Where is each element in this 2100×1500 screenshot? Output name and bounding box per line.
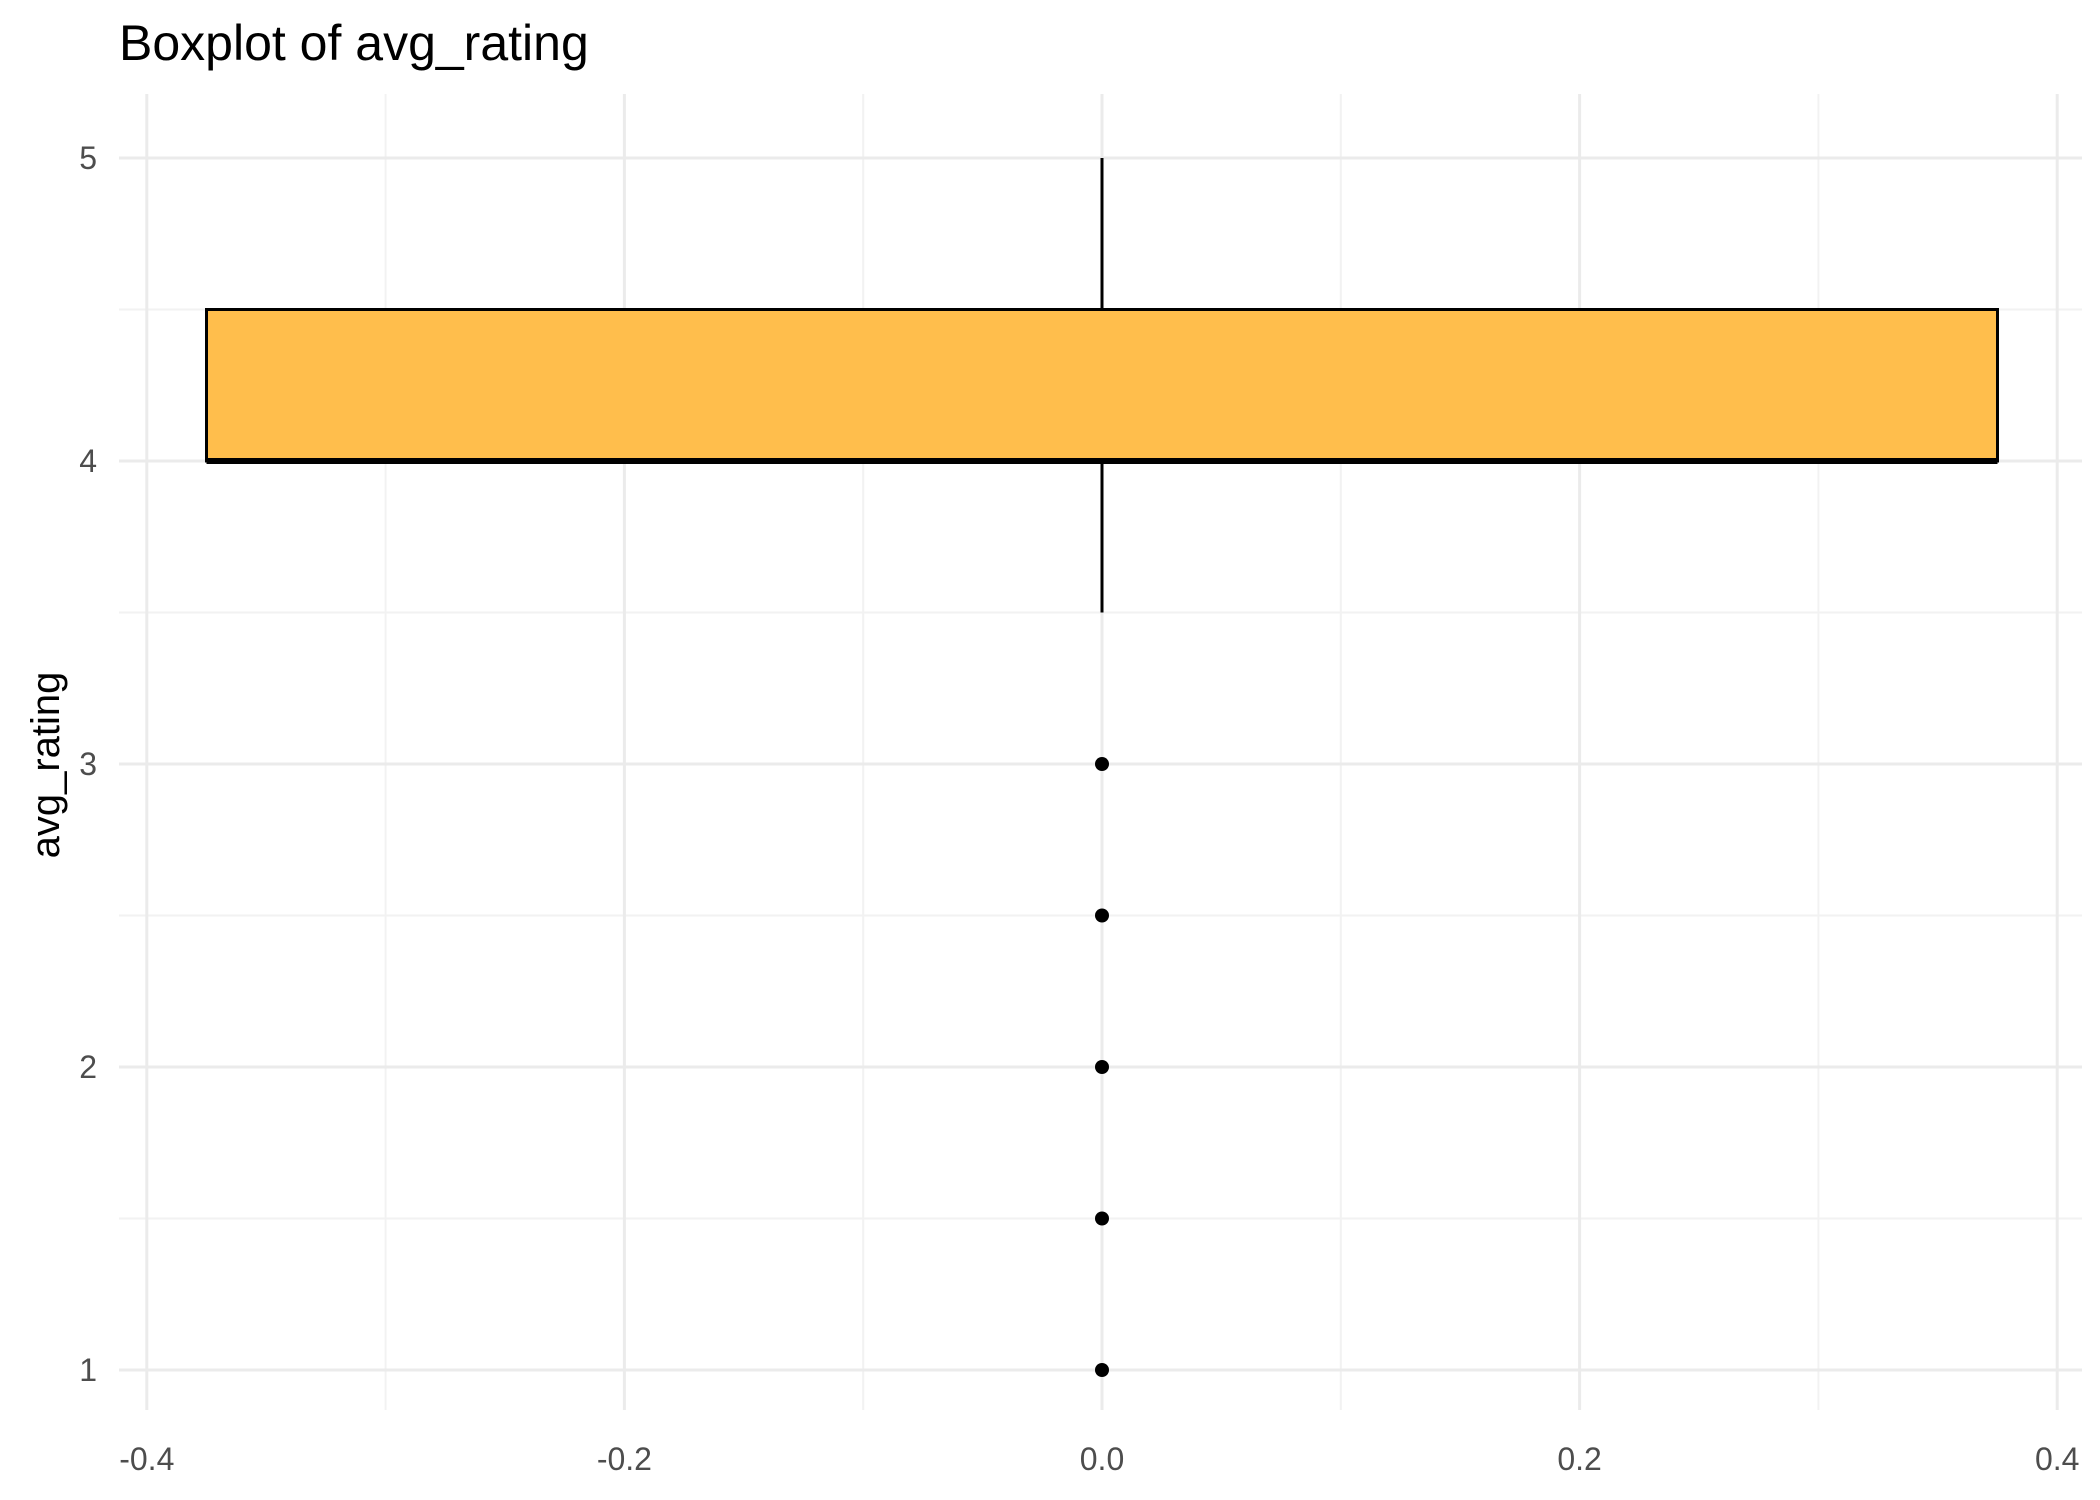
x-tick-label: -0.4 (119, 1441, 174, 1477)
y-tick-label: 1 (79, 1352, 97, 1388)
box-iqr (205, 308, 1999, 463)
y-axis-label: avg_rating (24, 672, 68, 859)
outlier-point (1095, 1060, 1109, 1074)
outlier-point (1095, 1363, 1109, 1377)
outlier-point (1095, 908, 1109, 923)
y-tick-label: 5 (79, 140, 97, 176)
chart-title: Boxplot of avg_rating (119, 15, 589, 71)
y-tick-label: 3 (79, 746, 97, 782)
plot-marks (205, 158, 1999, 1377)
outlier-point (1095, 1211, 1109, 1226)
x-axis-tick-labels: -0.4 -0.2 0.0 0.2 0.4 (119, 1441, 2079, 1477)
y-axis-tick-labels: 1 2 3 4 5 (79, 140, 97, 1388)
x-tick-label: 0.2 (1557, 1441, 1601, 1477)
y-tick-label: 4 (79, 443, 97, 479)
y-tick-label: 2 (79, 1049, 97, 1085)
x-tick-label: 0.0 (1080, 1441, 1124, 1477)
outlier-point (1095, 757, 1109, 771)
x-tick-label: 0.4 (2035, 1441, 2079, 1477)
x-tick-label: -0.2 (597, 1441, 652, 1477)
